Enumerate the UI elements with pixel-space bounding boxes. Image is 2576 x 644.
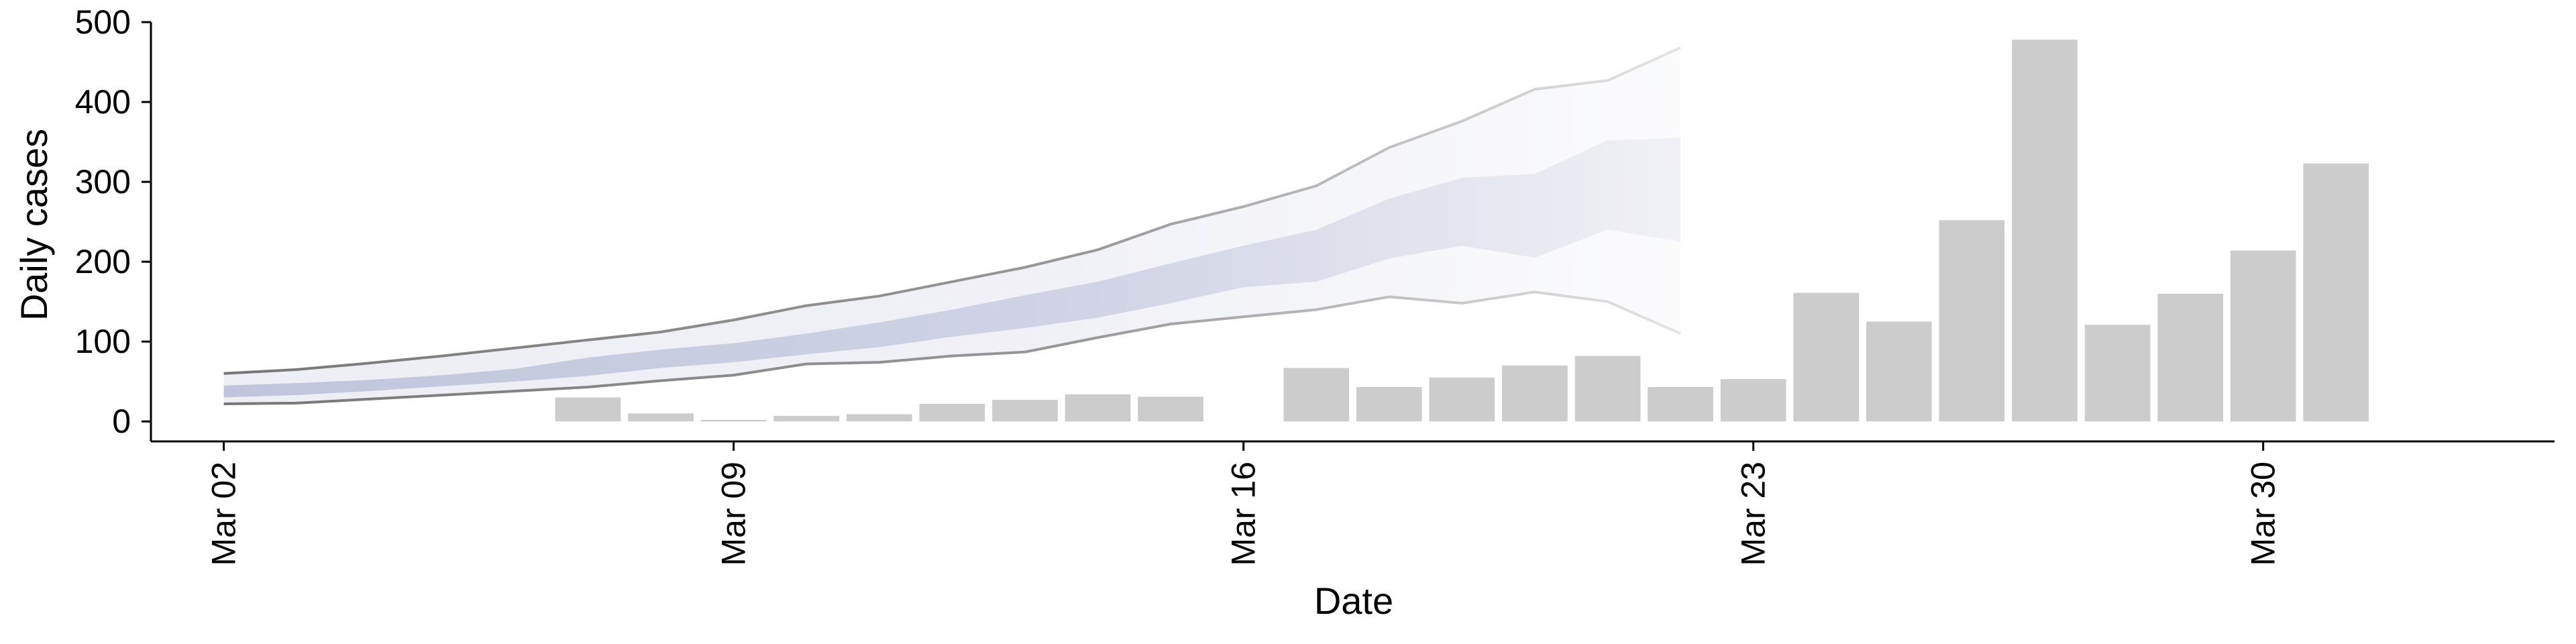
bar bbox=[1866, 321, 1932, 422]
x-tick-label: Mar 23 bbox=[1735, 462, 1772, 566]
bars-layer bbox=[555, 40, 2369, 422]
y-axis-title: Daily cases bbox=[13, 129, 55, 321]
y-tick-label: 400 bbox=[75, 83, 131, 121]
bar bbox=[1356, 387, 1422, 422]
bar bbox=[1138, 396, 1203, 422]
bar bbox=[992, 400, 1058, 422]
y-tick-label: 100 bbox=[75, 323, 131, 360]
y-tick-label: 200 bbox=[75, 243, 131, 280]
bar bbox=[846, 414, 912, 422]
bar bbox=[1574, 356, 1641, 422]
y-ticks: 0 100 200 300 400 500 bbox=[75, 3, 151, 440]
bar bbox=[1720, 379, 1786, 422]
bar bbox=[2157, 293, 2223, 422]
bar bbox=[700, 419, 767, 422]
bar bbox=[919, 404, 985, 422]
bar bbox=[1065, 394, 1131, 422]
x-tick-label: Mar 16 bbox=[1225, 462, 1263, 566]
x-axis-title: Date bbox=[1314, 580, 1393, 622]
bar bbox=[2084, 325, 2151, 422]
bar bbox=[628, 413, 694, 422]
bar bbox=[773, 415, 839, 422]
bar bbox=[1502, 365, 1568, 422]
y-tick-label: 0 bbox=[112, 402, 131, 440]
bar bbox=[2303, 163, 2369, 422]
bar bbox=[2012, 40, 2078, 422]
forecast-bands bbox=[223, 46, 1681, 405]
x-tick-label: Mar 09 bbox=[715, 462, 753, 566]
y-tick-label: 300 bbox=[75, 163, 131, 201]
forecast-upper-line bbox=[223, 46, 1681, 375]
bar bbox=[1429, 377, 1495, 422]
bar bbox=[2230, 250, 2296, 422]
bar bbox=[1648, 387, 1713, 422]
bar bbox=[1283, 368, 1350, 422]
forecast-lower-line bbox=[223, 290, 1681, 405]
bar bbox=[1939, 220, 2005, 422]
bar bbox=[555, 397, 621, 422]
x-tick-label: Mar 30 bbox=[2245, 462, 2282, 566]
x-tick-label: Mar 02 bbox=[205, 462, 243, 566]
axes-layer bbox=[150, 22, 2555, 443]
y-tick-label: 500 bbox=[75, 3, 131, 41]
x-ticks: Mar 02 Mar 09 Mar 16 Mar 23 Mar 30 bbox=[205, 441, 2282, 566]
bar bbox=[1793, 292, 1860, 422]
